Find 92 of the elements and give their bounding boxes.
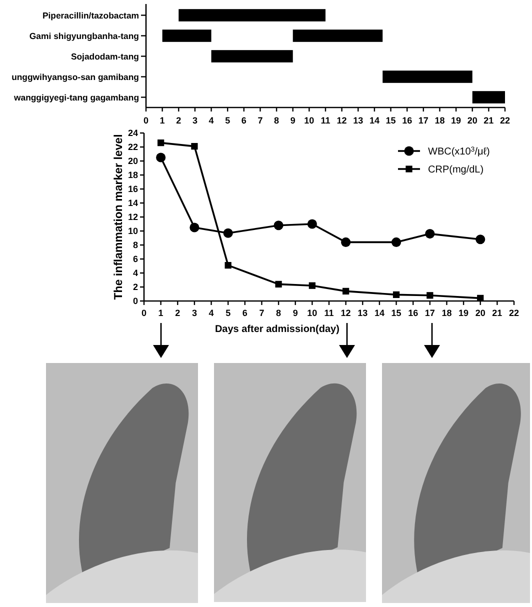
x-tick-label: 8 — [274, 116, 280, 126]
x-tick-label: 0 — [143, 116, 149, 126]
x-tick-label: 15 — [391, 308, 402, 318]
point — [392, 291, 400, 298]
x-tick-label: 9 — [290, 116, 296, 126]
bar — [382, 70, 472, 83]
x-tick-label: 22 — [500, 116, 510, 126]
point — [158, 139, 164, 146]
point — [477, 294, 484, 302]
y-tick-label: 20 — [128, 156, 138, 166]
x-tick-label: 10 — [307, 308, 318, 318]
point — [223, 228, 233, 238]
x-tick-label: 9 — [292, 308, 298, 318]
x-tick-label: 15 — [386, 116, 396, 126]
point — [191, 142, 198, 150]
y-tick-label: wanggigyegi-tang gagambang — [12, 92, 139, 102]
x-tick-label: 7 — [259, 308, 264, 318]
x-axis-title: Days after admission(day) — [214, 324, 340, 335]
x-tick-label: 13 — [353, 116, 364, 126]
x-tick-label: 11 — [320, 116, 330, 126]
bar — [211, 50, 293, 62]
x-tick-label: 4 — [208, 116, 214, 126]
point — [307, 219, 317, 229]
x-tick-label: 5 — [226, 308, 231, 318]
bar — [178, 9, 326, 22]
x-tick-label: 8 — [276, 308, 282, 318]
x-tick-label: 16 — [408, 308, 418, 318]
point — [308, 282, 316, 289]
y-tick-label: 22 — [128, 142, 138, 152]
x-tick-label: 22 — [508, 308, 520, 318]
point — [341, 237, 351, 247]
legend-label: CRP(mg/dL) — [428, 164, 484, 176]
x-tick-label: 17 — [424, 308, 435, 318]
x-tick-label: 2 — [176, 116, 182, 126]
point — [190, 222, 200, 232]
y-axis-title: The inflammation marker level — [113, 134, 125, 300]
x-tick-label: 21 — [484, 116, 494, 126]
y-tick-label: 4 — [132, 268, 138, 278]
point — [391, 237, 402, 247]
x-tick-label: 6 — [242, 308, 248, 318]
x-tick-label: 14 — [369, 116, 380, 126]
point — [274, 220, 284, 230]
point — [156, 152, 166, 162]
x-tick-label: 20 — [475, 308, 486, 318]
x-tick-label: 10 — [304, 116, 314, 126]
point — [425, 229, 435, 239]
x-tick-label: 13 — [358, 308, 368, 318]
x-tick-label: 5 — [225, 116, 230, 126]
x-tick-label: 20 — [467, 116, 478, 126]
x-tick-label: 3 — [192, 308, 197, 318]
x-tick-label: 19 — [458, 308, 469, 318]
x-tick-label: 14 — [374, 308, 384, 318]
bar — [472, 91, 505, 104]
y-tick-label: 24 — [128, 128, 138, 138]
x-tick-label: 17 — [418, 116, 428, 126]
y-tick-label: 16 — [128, 184, 138, 194]
x-tick-label: 11 — [324, 308, 334, 318]
x-tick-label: 7 — [258, 116, 263, 126]
y-tick-label: 18 — [128, 170, 138, 180]
y-tick-label: 12 — [128, 212, 138, 222]
x-tick-label: 6 — [241, 116, 246, 126]
y-tick-label: 2 — [132, 282, 138, 292]
y-tick-label: Sojadodam-tang — [70, 51, 139, 62]
x-tick-label: 12 — [336, 116, 347, 126]
x-tick-label: 0 — [141, 308, 147, 318]
x-tick-label: 18 — [434, 116, 445, 126]
y-tick-label: 6 — [132, 254, 138, 264]
y-tick-label: 0 — [132, 296, 138, 306]
x-tick-label: 2 — [175, 308, 180, 318]
y-tick-label: Gami shigyungbanha-tang — [29, 30, 139, 41]
point — [426, 292, 434, 299]
x-tick-label: 16 — [402, 116, 412, 126]
x-tick-label: 12 — [340, 308, 351, 318]
legend-label: WBC(x10$^{3}$/μℓ) — [428, 146, 490, 158]
bar — [292, 30, 383, 42]
y-tick-label: 8 — [132, 240, 138, 250]
bar — [162, 30, 212, 42]
x-tick-label: 3 — [192, 116, 198, 126]
x-tick-label: 19 — [451, 116, 462, 126]
y-tick-label: 10 — [128, 226, 138, 236]
point — [342, 288, 350, 295]
x-tick-label: 4 — [208, 308, 214, 318]
x-tick-label: 1 — [160, 116, 165, 126]
y-tick-label: Piperacillin/tazobactam — [42, 10, 140, 20]
point — [224, 262, 232, 269]
point — [275, 280, 282, 288]
point — [476, 234, 486, 244]
x-tick-label: 18 — [442, 308, 452, 318]
y-tick-label: unggwihyangso-san gamibang — [12, 72, 139, 82]
x-tick-label: 1 — [158, 308, 164, 318]
x-tick-label: 21 — [492, 308, 502, 318]
y-tick-label: 14 — [128, 198, 138, 208]
